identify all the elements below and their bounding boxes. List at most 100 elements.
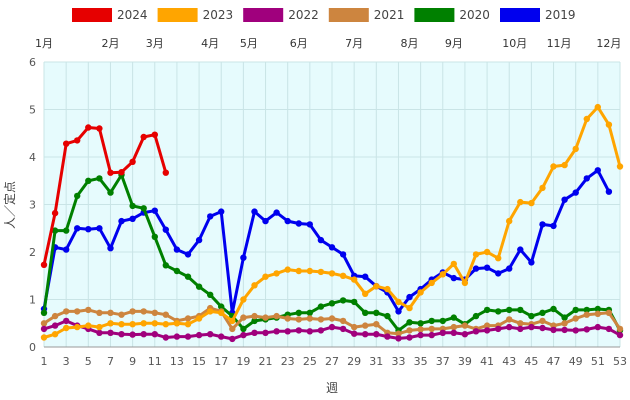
data-point bbox=[483, 327, 491, 334]
x-tick-label: 27 bbox=[325, 355, 339, 368]
data-point bbox=[85, 226, 92, 233]
data-point bbox=[594, 103, 601, 111]
data-point bbox=[605, 188, 613, 195]
data-point bbox=[151, 233, 158, 240]
data-point bbox=[406, 327, 413, 334]
x-tick-label: 5 bbox=[85, 355, 92, 368]
data-point bbox=[295, 309, 302, 316]
data-point bbox=[306, 328, 313, 335]
data-point bbox=[251, 329, 258, 336]
data-point bbox=[85, 177, 92, 184]
data-point bbox=[605, 121, 613, 128]
data-point bbox=[118, 321, 125, 328]
data-point bbox=[151, 131, 158, 138]
data-point bbox=[162, 334, 169, 341]
data-point bbox=[62, 317, 70, 325]
month-label: 7月 bbox=[345, 37, 363, 50]
legend-swatch bbox=[328, 8, 369, 22]
data-point bbox=[328, 270, 336, 277]
data-point bbox=[229, 335, 236, 343]
data-point bbox=[40, 334, 48, 341]
data-point bbox=[207, 291, 214, 298]
data-point bbox=[539, 317, 546, 325]
data-point bbox=[151, 309, 158, 316]
data-point bbox=[62, 246, 70, 253]
data-point bbox=[528, 323, 535, 331]
data-point bbox=[550, 163, 557, 170]
data-point bbox=[351, 276, 358, 283]
data-point bbox=[74, 225, 81, 232]
data-point bbox=[417, 289, 424, 296]
x-tick-label: 31 bbox=[369, 355, 383, 368]
y-axis-ticks: 0 1 2 3 4 5 6 bbox=[29, 56, 36, 354]
series-line bbox=[42, 168, 611, 315]
x-tick-label: 21 bbox=[259, 355, 273, 368]
data-point bbox=[351, 330, 358, 337]
data-point bbox=[472, 265, 480, 272]
data-point bbox=[572, 189, 579, 196]
data-point bbox=[472, 251, 480, 258]
data-point bbox=[572, 145, 579, 153]
data-point bbox=[317, 327, 325, 334]
data-point bbox=[96, 323, 103, 331]
data-point bbox=[40, 309, 48, 316]
data-point bbox=[218, 208, 225, 215]
data-point bbox=[362, 273, 369, 280]
data-point bbox=[594, 305, 601, 313]
data-point bbox=[218, 303, 225, 310]
data-point bbox=[62, 324, 70, 332]
month-labels: 1月 2月 3月 4月 5月 6月 7月 8月 9月 10月 11月 12月 bbox=[35, 37, 621, 50]
x-tick-label: 45 bbox=[524, 355, 538, 368]
data-point bbox=[605, 325, 613, 333]
data-point bbox=[273, 328, 280, 335]
data-point bbox=[207, 213, 214, 220]
legend-label: 2022 bbox=[288, 8, 319, 22]
data-point bbox=[328, 323, 336, 331]
data-point bbox=[561, 161, 568, 169]
x-tick-label: 39 bbox=[458, 355, 472, 368]
data-point bbox=[339, 297, 347, 304]
data-point bbox=[295, 316, 302, 323]
data-point bbox=[362, 331, 369, 338]
data-point bbox=[339, 317, 347, 325]
data-point bbox=[339, 251, 347, 258]
data-point bbox=[583, 115, 590, 123]
data-point bbox=[229, 317, 236, 325]
data-point bbox=[528, 199, 535, 207]
data-point bbox=[561, 320, 568, 327]
data-point bbox=[162, 321, 169, 328]
data-point bbox=[51, 331, 59, 338]
data-point bbox=[395, 330, 402, 337]
data-point bbox=[284, 328, 291, 335]
month-label: 2月 bbox=[101, 37, 119, 50]
legend-swatch bbox=[414, 8, 455, 22]
legend-label: 2021 bbox=[374, 8, 405, 22]
data-point bbox=[406, 293, 413, 301]
data-point bbox=[151, 207, 158, 214]
data-point bbox=[118, 311, 125, 318]
data-point bbox=[306, 315, 313, 322]
x-tick-label: 33 bbox=[391, 355, 405, 368]
data-point bbox=[472, 328, 480, 335]
x-tick-label: 37 bbox=[436, 355, 450, 368]
data-point bbox=[306, 309, 313, 316]
data-point bbox=[561, 314, 568, 321]
data-point bbox=[351, 298, 358, 306]
month-label: 5月 bbox=[240, 37, 258, 50]
data-point bbox=[483, 322, 491, 329]
data-point bbox=[506, 316, 513, 323]
x-tick-label: 15 bbox=[192, 355, 206, 368]
data-point bbox=[506, 306, 513, 314]
series-group bbox=[40, 103, 624, 343]
data-point bbox=[506, 265, 513, 272]
data-point bbox=[572, 306, 579, 314]
data-point bbox=[506, 217, 513, 225]
data-point bbox=[74, 192, 81, 200]
data-point bbox=[417, 326, 424, 333]
data-point bbox=[140, 331, 147, 338]
data-point bbox=[251, 312, 258, 320]
data-point bbox=[107, 320, 114, 327]
data-point bbox=[395, 308, 402, 315]
legend-label: 2019 bbox=[545, 8, 576, 22]
data-point bbox=[251, 317, 258, 325]
